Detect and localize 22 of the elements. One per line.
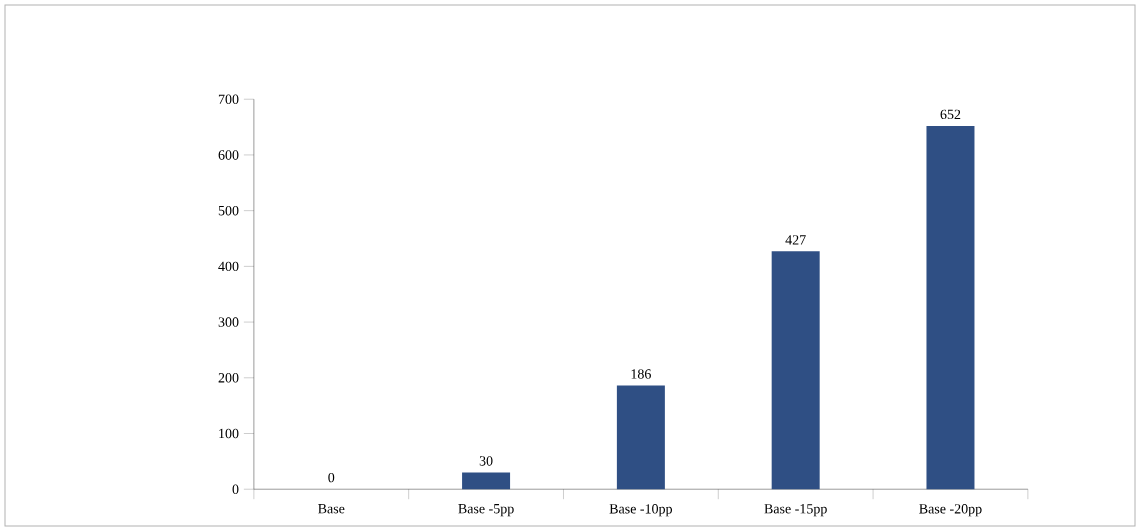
y-tick-label: 0 xyxy=(232,484,239,494)
bar xyxy=(616,385,665,490)
y-tick-label: 300 xyxy=(218,317,239,327)
x-tick-label: Base -20pp xyxy=(919,504,982,517)
x-tick-label: Base -5pp xyxy=(458,504,514,517)
y-tick-label: 700 xyxy=(218,94,239,104)
data-label: 0 xyxy=(328,472,335,483)
y-tick-label: 400 xyxy=(218,261,239,272)
x-tick-label: Base -15pp xyxy=(764,504,827,517)
data-label: 652 xyxy=(940,109,961,120)
data-label: 30 xyxy=(479,456,493,466)
bar xyxy=(462,472,511,490)
data-label: 186 xyxy=(631,369,651,379)
data-label: 427 xyxy=(785,235,806,245)
y-tick-label: 600 xyxy=(218,150,239,160)
y-tick-label: 500 xyxy=(218,205,239,216)
x-tick-label: Base xyxy=(318,504,345,514)
x-tick-label: Base -10pp xyxy=(609,504,673,517)
y-tick-label: 200 xyxy=(218,373,239,383)
y-tick-label: 100 xyxy=(219,428,239,439)
bar xyxy=(926,125,975,490)
bar xyxy=(771,251,820,490)
